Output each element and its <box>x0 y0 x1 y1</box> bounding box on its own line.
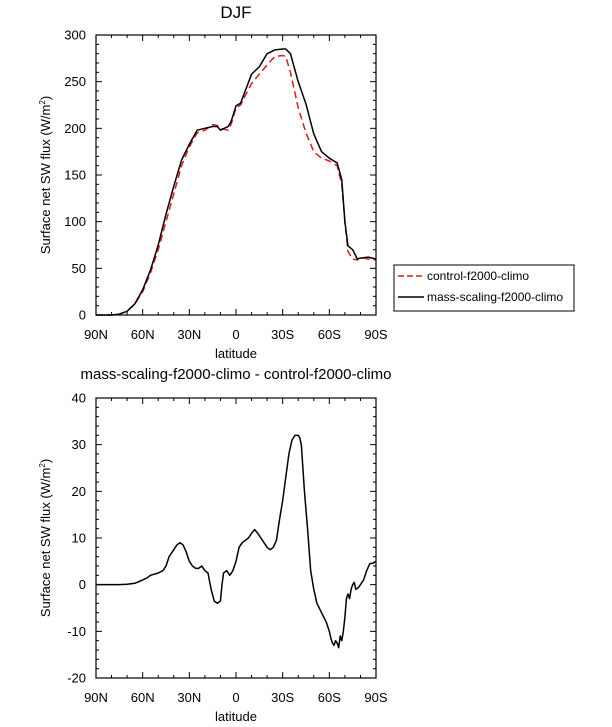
top-x-tick-label: 0 <box>232 327 239 342</box>
legend-label-control: control-f2000-climo <box>427 269 529 283</box>
top-series-group <box>96 48 377 316</box>
bottom-x-tick-label: 90S <box>364 690 387 705</box>
top-y-axis-label-close: ) <box>38 96 53 100</box>
bottom-y-tick-label: -20 <box>67 671 86 686</box>
bottom-y-axis-label-close: ) <box>38 459 53 463</box>
top-y-tick-label: 150 <box>64 168 86 183</box>
bottom-x-tick-label: 90N <box>84 690 108 705</box>
top-plot-frame <box>95 34 377 316</box>
bottom-y-axis: -20 -10 0 10 20 30 40 <box>67 391 376 686</box>
bottom-plot-frame <box>95 397 377 679</box>
top-y-tick-label: 200 <box>64 121 86 136</box>
top-y-axis: 0 50 100 150 200 250 300 <box>64 28 376 323</box>
bottom-y-tick-label: -10 <box>67 624 86 639</box>
bottom-y-tick-label: 10 <box>72 531 86 546</box>
bottom-series-group <box>96 434 377 649</box>
top-x-tick-label: 90S <box>364 327 387 342</box>
top-title: DJF <box>220 3 251 22</box>
bottom-x-tick-label: 60S <box>318 690 341 705</box>
top-panel: DJF 90N 60N 30N 0 30S 60S 90S 0 50 100 150 200 250 3… <box>38 3 388 361</box>
top-x-tick-label: 30N <box>177 327 201 342</box>
top-x-tick-label: 30S <box>271 327 294 342</box>
bottom-y-tick-label: 40 <box>72 391 86 406</box>
bottom-x-axis: 90N 60N 30N 0 30S 60S 90S <box>84 398 388 705</box>
top-x-axis: 90N 60N 30N 0 30S 60S 90S <box>84 35 388 342</box>
top-y-axis-label: Surface net SW flux (W/m2) <box>38 96 53 254</box>
bottom-x-tick-label: 0 <box>232 690 239 705</box>
bottom-y-tick-label: 20 <box>72 484 86 499</box>
legend-box <box>393 264 575 312</box>
top-x-axis-label: latitude <box>215 346 257 361</box>
top-series-line-control-f2000-climo <box>96 54 377 316</box>
top-y-tick-label: 0 <box>79 308 86 323</box>
top-y-tick-label: 300 <box>64 28 86 43</box>
bottom-x-tick-label: 30N <box>177 690 201 705</box>
bottom-series-line-difference <box>96 434 377 649</box>
bottom-y-tick-label: 0 <box>79 577 86 592</box>
top-y-axis-label-sup: 2 <box>38 100 47 105</box>
bottom-x-tick-label: 30S <box>271 690 294 705</box>
bottom-x-tick-label: 60N <box>131 690 155 705</box>
bottom-y-axis-label-sup: 2 <box>38 463 47 468</box>
legend-label-mass-scaling: mass-scaling-f2000-climo <box>427 290 563 304</box>
bottom-title: mass-scaling-f2000-climo - control-f2000… <box>81 366 392 383</box>
bottom-y-axis-label-main: Surface net SW flux (W/m <box>38 468 53 618</box>
bottom-x-axis-label: latitude <box>215 709 257 724</box>
top-x-tick-label: 60S <box>318 327 341 342</box>
bottom-panel: mass-scaling-f2000-climo - control-f2000… <box>38 366 391 724</box>
top-y-tick-label: 250 <box>64 74 86 89</box>
top-x-tick-label: 60N <box>131 327 155 342</box>
legend: control-f2000-climo mass-scaling-f2000-c… <box>393 264 575 312</box>
top-series-line-mass-scaling-f2000-climo <box>96 48 377 316</box>
bottom-y-axis-label: Surface net SW flux (W/m2) <box>38 459 53 617</box>
top-y-tick-label: 100 <box>64 214 86 229</box>
top-y-tick-label: 50 <box>72 261 86 276</box>
bottom-y-tick-label: 30 <box>72 437 86 452</box>
top-x-tick-label: 90N <box>84 327 108 342</box>
top-y-axis-label-main: Surface net SW flux (W/m <box>38 105 53 255</box>
